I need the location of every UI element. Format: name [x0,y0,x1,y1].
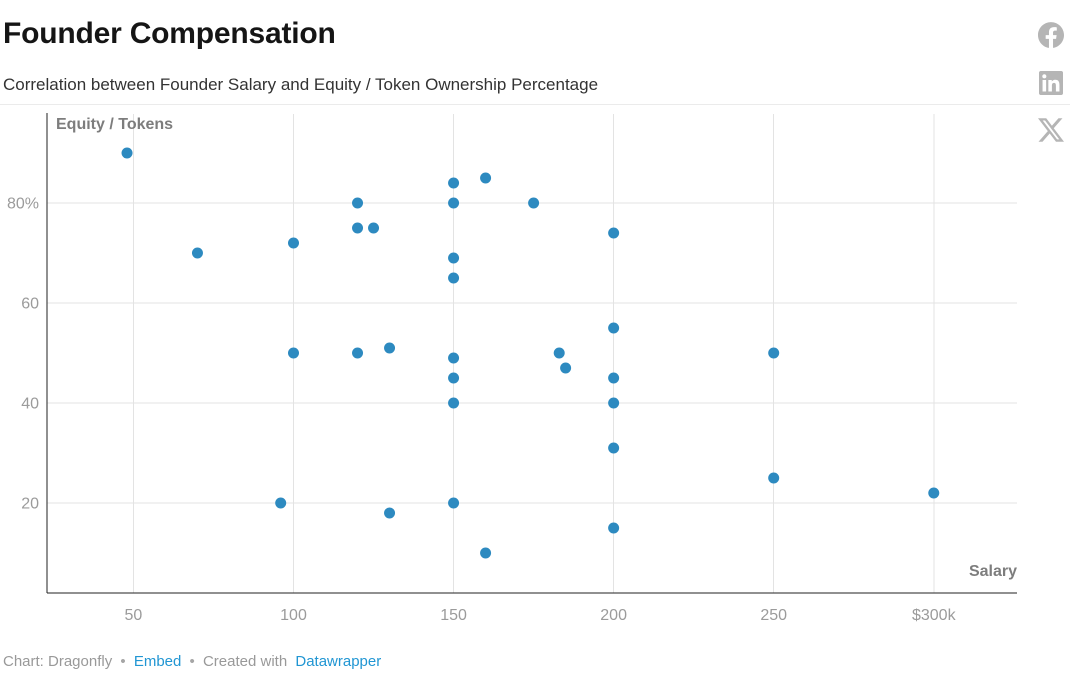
data-point [608,322,620,334]
y-tick-label: 20 [21,496,39,513]
footer-separator: • [189,653,195,670]
chart-credit: Chart: Dragonfly [3,653,113,670]
share-buttons [1038,22,1064,143]
created-with-text: Created with [202,653,288,670]
x-tick-label: $300k [912,607,957,624]
data-point [448,272,460,284]
data-point [768,472,780,484]
data-point [608,522,620,534]
footer-separator: • [120,653,126,670]
scatter-plot: 50 100 150 200 250 $300k 20 40 60 80% [7,113,1017,624]
data-point [448,197,460,209]
data-point [928,487,940,499]
datawrapper-link[interactable]: Datawrapper [295,653,382,670]
data-point [191,247,203,259]
x-tick-label: 250 [760,607,787,624]
x-tick-label: 150 [440,607,467,624]
y-axis-title: Equity / Tokens [56,116,174,133]
y-tick-label: 80% [7,196,39,213]
data-point [121,147,133,159]
x-tick-label: 50 [125,607,143,624]
data-point [608,442,620,454]
x-axis-title: Salary [968,563,1017,580]
linkedin-share-icon[interactable] [1039,71,1063,95]
data-point [275,497,287,509]
data-point [384,507,396,519]
facebook-share-icon[interactable] [1038,22,1064,48]
header-divider [0,104,1070,105]
x-twitter-share-icon[interactable] [1038,117,1064,143]
data-point [553,347,565,359]
data-point [448,352,460,364]
data-point [448,177,460,189]
data-point [560,362,572,374]
data-point [608,227,620,239]
data-point [448,397,460,409]
data-point [288,347,300,359]
data-point [288,237,300,249]
data-point [480,547,492,559]
data-point [768,347,780,359]
data-point [448,497,460,509]
data-point [448,252,460,264]
x-tick-label: 200 [600,607,627,624]
data-point [352,222,364,234]
y-tick-label: 60 [21,296,39,313]
y-tick-label: 40 [21,396,39,413]
chart-subtitle: Correlation between Founder Salary and E… [3,75,599,94]
embed-link[interactable]: Embed [133,653,182,670]
data-point [384,342,396,354]
data-point [608,397,620,409]
data-point [528,197,540,209]
x-tick-label: 100 [280,607,307,624]
data-point [448,372,460,384]
page-title: Founder Compensation [3,17,336,50]
data-point [368,222,380,234]
data-point [352,197,364,209]
data-point [608,372,620,384]
data-point [480,172,492,184]
data-point [352,347,364,359]
footer-credit: Chart: Dragonfly • Embed • Created with … [3,653,381,670]
